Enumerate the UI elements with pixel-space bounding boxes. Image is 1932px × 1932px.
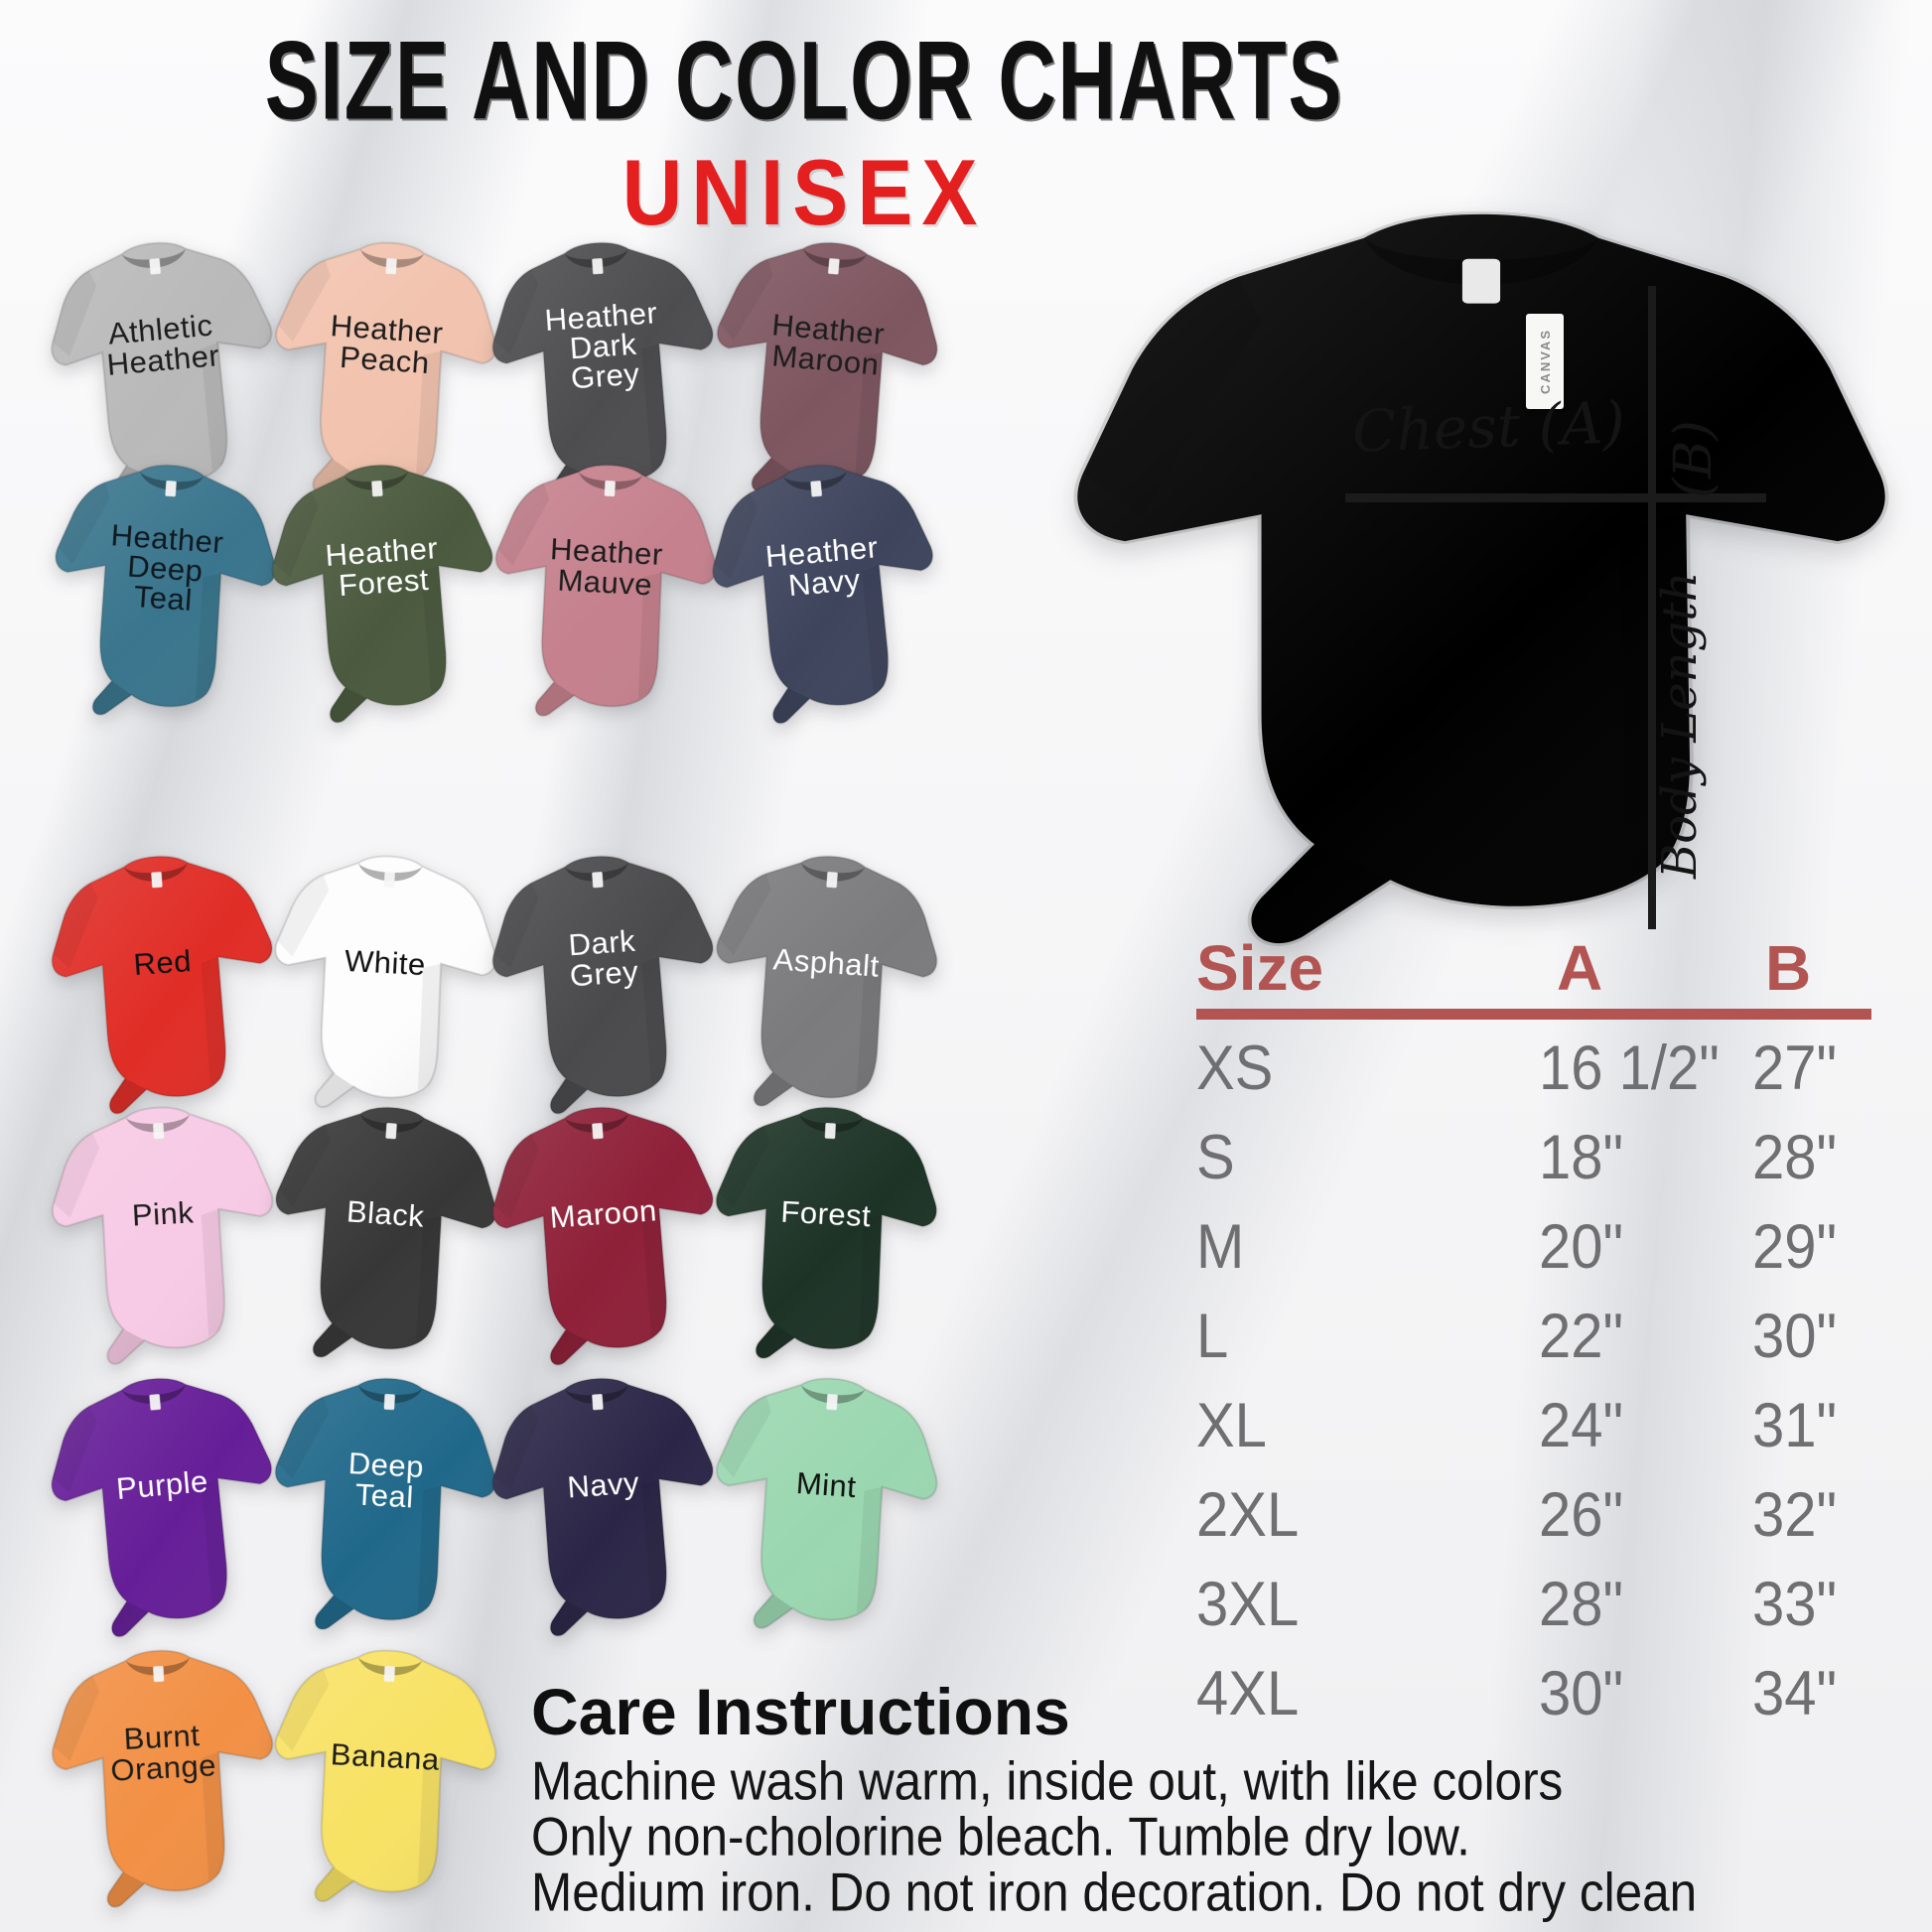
table-cell: 27"	[1752, 1034, 1838, 1104]
care-line: Machine wash warm, inside out, with like…	[531, 1749, 1564, 1812]
table-cell: XS	[1196, 1034, 1274, 1104]
table-cell: M	[1196, 1212, 1245, 1283]
table-cell: 30"	[1539, 1659, 1624, 1729]
table-row: 2XL 26" 32"	[1196, 1479, 1891, 1550]
table-cell: 18"	[1539, 1123, 1624, 1193]
size-table-header-b: B	[1765, 932, 1812, 1004]
page-title: SIZE AND COLOR CHARTS	[264, 19, 1344, 143]
table-cell: S	[1196, 1123, 1235, 1193]
table-cell: 3XL	[1196, 1570, 1300, 1640]
table-row: XL 24" 31"	[1196, 1390, 1891, 1460]
shirt-item: Heather Forest	[261, 445, 508, 733]
table-cell: 33"	[1752, 1570, 1838, 1640]
shirt-item: Heather Deep Teal	[41, 445, 288, 733]
length-b-label: (B)	[1664, 420, 1724, 498]
shirt-item: White	[263, 838, 505, 1123]
table-row: 3XL 28" 33"	[1196, 1569, 1891, 1639]
shirt-item: Black	[261, 1087, 508, 1375]
table-cell: L	[1196, 1302, 1229, 1372]
care-line: Only non-cholorine bleach. Tumble dry lo…	[531, 1806, 1470, 1867]
table-cell: 28"	[1539, 1570, 1624, 1640]
table-cell: 4XL	[1196, 1659, 1300, 1729]
shirt-label: Heather Dark Grey	[543, 294, 659, 396]
shirt-item: Burnt Orange	[43, 1632, 285, 1917]
shirt-item: Navy	[482, 1358, 729, 1646]
shirt-item: Heather Mauve	[483, 447, 726, 732]
table-cell: 29"	[1752, 1212, 1838, 1283]
chest-measure-line	[1345, 493, 1766, 502]
shirt-item: Forest	[704, 1089, 946, 1374]
care-lines: Machine wash warm, inside out, with like…	[531, 1749, 1732, 1922]
shirt-item: Purple	[38, 1357, 289, 1649]
shirt-label: Burnt Orange	[109, 1718, 217, 1788]
shirt-label: Heather Deep Teal	[109, 516, 225, 619]
shirt-item: Pink	[43, 1089, 285, 1374]
table-cell: 24"	[1539, 1391, 1624, 1461]
shirt-item: Maroon	[482, 1087, 729, 1375]
body-length-label: Body Length	[1652, 571, 1708, 879]
shirt-item: Banana	[263, 1632, 505, 1917]
table-cell: 22"	[1539, 1302, 1624, 1372]
measurement-shirt	[1064, 179, 1898, 963]
table-cell: 16 1/2"	[1539, 1034, 1720, 1104]
shirt-label: Heather Mauve	[549, 531, 664, 603]
table-cell: 26"	[1539, 1480, 1624, 1551]
table-cell: 34"	[1752, 1659, 1838, 1729]
table-cell: 30"	[1752, 1302, 1838, 1372]
shirt-item: Asphalt	[702, 836, 949, 1124]
brand-neck-tag-text: CANVAS	[1537, 329, 1553, 394]
table-cell: 31"	[1752, 1391, 1838, 1461]
size-table-header-a: A	[1557, 932, 1603, 1004]
table-row: 4XL 30" 34"	[1196, 1658, 1891, 1728]
brand-neck-tag: CANVAS	[1526, 314, 1564, 409]
table-cell: 20"	[1539, 1212, 1624, 1283]
table-row: L 22" 30"	[1196, 1301, 1891, 1371]
care-line: Medium iron. Do not iron decoration. Do …	[531, 1862, 1698, 1923]
care-heading: Care Instructions	[531, 1675, 1070, 1748]
shirt-item: Heather Navy	[699, 444, 950, 736]
shirt-item: Red	[41, 836, 288, 1124]
table-underline	[1196, 1009, 1871, 1020]
table-cell: 2XL	[1196, 1480, 1300, 1551]
table-row: S 18" 28"	[1196, 1122, 1891, 1192]
table-cell: 28"	[1752, 1123, 1838, 1193]
table-cell: XL	[1196, 1391, 1267, 1461]
table-cell: 32"	[1752, 1480, 1838, 1551]
shirt-item: Deep Teal	[263, 1360, 505, 1645]
measurement-shirt-icon	[1064, 179, 1898, 963]
shirt-item: Dark Grey	[482, 836, 729, 1124]
table-row: XS 16 1/2" 27"	[1196, 1033, 1891, 1103]
shirt-item: Mint	[702, 1358, 949, 1646]
body-length-measure-line	[1648, 286, 1656, 929]
chest-label: Chest (A)	[1350, 388, 1626, 466]
page-subtitle: UNISEX	[621, 140, 987, 245]
shirt-label: Deep Teal	[347, 1446, 425, 1515]
size-table-header-size: Size	[1196, 932, 1324, 1004]
table-row: M 20" 29"	[1196, 1211, 1891, 1282]
